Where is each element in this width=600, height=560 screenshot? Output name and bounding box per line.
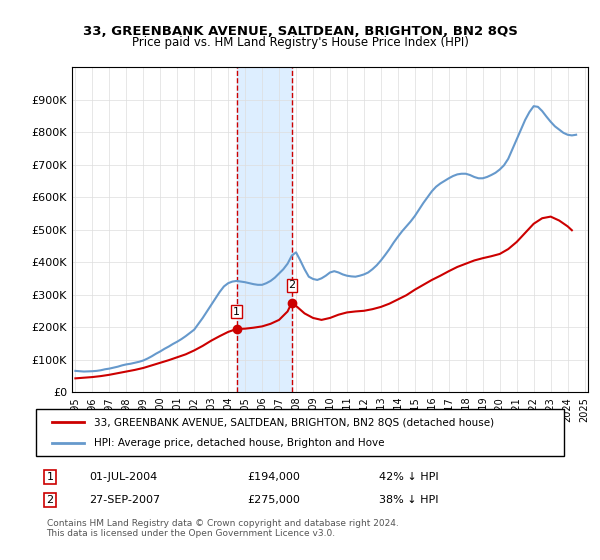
Text: HPI: Average price, detached house, Brighton and Hove: HPI: Average price, detached house, Brig… xyxy=(94,438,385,448)
Bar xyxy=(236,67,292,392)
FancyBboxPatch shape xyxy=(36,409,564,456)
Text: 01-JUL-2004: 01-JUL-2004 xyxy=(89,472,157,482)
Text: Price paid vs. HM Land Registry's House Price Index (HPI): Price paid vs. HM Land Registry's House … xyxy=(131,36,469,49)
Text: 42% ↓ HPI: 42% ↓ HPI xyxy=(379,472,439,482)
Text: 2: 2 xyxy=(47,495,53,505)
Text: 27-SEP-2007: 27-SEP-2007 xyxy=(89,495,160,505)
Text: £275,000: £275,000 xyxy=(247,495,300,505)
Text: Contains HM Land Registry data © Crown copyright and database right 2024.
This d: Contains HM Land Registry data © Crown c… xyxy=(47,519,398,538)
Text: 33, GREENBANK AVENUE, SALTDEAN, BRIGHTON, BN2 8QS: 33, GREENBANK AVENUE, SALTDEAN, BRIGHTON… xyxy=(83,25,517,38)
Text: 1: 1 xyxy=(47,472,53,482)
Text: 2: 2 xyxy=(288,281,295,290)
Text: 33, GREENBANK AVENUE, SALTDEAN, BRIGHTON, BN2 8QS (detached house): 33, GREENBANK AVENUE, SALTDEAN, BRIGHTON… xyxy=(94,417,494,427)
Text: 38% ↓ HPI: 38% ↓ HPI xyxy=(379,495,439,505)
Text: 1: 1 xyxy=(233,307,240,316)
Text: £194,000: £194,000 xyxy=(247,472,300,482)
